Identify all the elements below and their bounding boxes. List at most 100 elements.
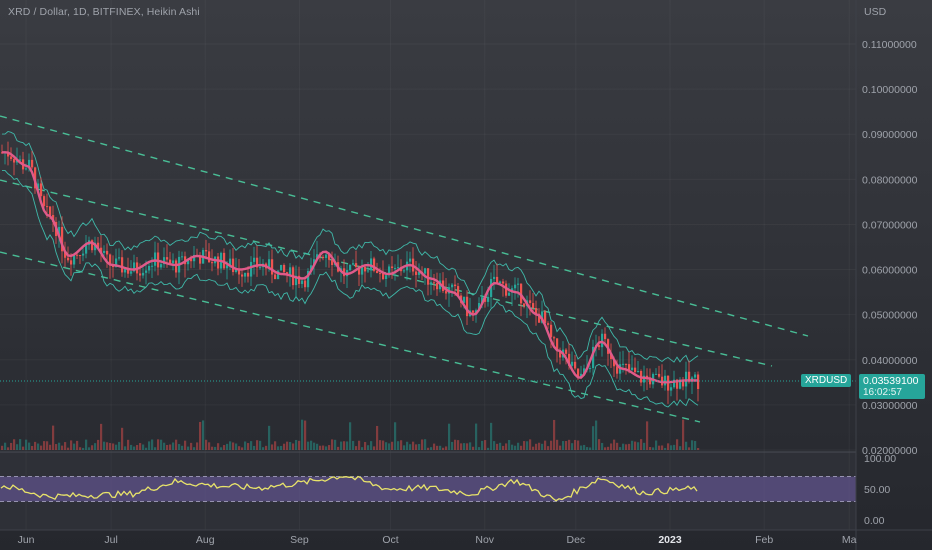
volume-bar	[103, 441, 106, 450]
oscillator-tick-label: 100.00	[864, 453, 896, 465]
symbol-title[interactable]: XRD / Dollar, 1D, BITFINEX, Heikin Ashi	[8, 6, 200, 18]
volume-bar	[139, 443, 142, 450]
candle-body	[229, 258, 232, 266]
regression-channel	[0, 115, 809, 423]
volume-bar	[238, 446, 241, 450]
volume-bar	[70, 440, 73, 450]
candle-body	[628, 364, 631, 370]
candle-body	[433, 282, 436, 284]
volume-bar	[271, 444, 274, 450]
volume-bar	[691, 440, 694, 450]
volume-bar	[172, 442, 175, 450]
volume-bar	[532, 446, 535, 450]
volume-bar	[379, 440, 382, 450]
volume-bar	[565, 441, 568, 450]
oscillator-tick-label: 50.00	[864, 484, 890, 496]
volume-bar	[382, 440, 385, 450]
time-tick-label: 2023	[658, 534, 682, 546]
candle-body	[190, 258, 193, 262]
volume-bar	[619, 447, 622, 450]
volume-bar	[280, 445, 283, 450]
volume-bar	[16, 444, 19, 450]
volume-bar	[154, 447, 157, 450]
volume-bar	[268, 425, 271, 450]
candle-body	[376, 270, 379, 274]
volume-bar	[436, 445, 439, 450]
price-tick-label: 0.11000000	[862, 39, 917, 51]
candle-body	[589, 368, 592, 370]
price-tick-label: 0.09000000	[862, 129, 918, 141]
candle-body	[478, 303, 481, 311]
candle-body	[682, 379, 685, 387]
volume-bar	[487, 447, 490, 450]
volume-bar	[130, 444, 133, 450]
candle-body	[658, 373, 661, 377]
volume-bar	[352, 440, 355, 450]
volume-bar	[289, 442, 292, 450]
volume-bar	[109, 443, 112, 450]
volume-bar	[664, 447, 667, 450]
candle-body	[199, 256, 202, 264]
candle-body	[553, 337, 556, 339]
volume-bar	[310, 440, 313, 450]
volume-bar	[394, 422, 397, 450]
volume-bar	[358, 440, 361, 450]
volume-bar	[355, 446, 358, 450]
volume-bar	[82, 447, 85, 450]
candle-body	[673, 379, 676, 388]
volume-bar	[403, 445, 406, 450]
volume-bar	[223, 445, 226, 450]
volume-bar	[190, 442, 193, 450]
candle-body	[631, 367, 634, 370]
time-tick-label: Aug	[196, 534, 215, 546]
volume-bar	[127, 439, 130, 450]
time-tick-label: Nov	[475, 534, 494, 546]
candle-body	[505, 283, 508, 296]
volume-bar	[421, 439, 424, 450]
candle-body	[10, 156, 13, 159]
candle-body	[622, 363, 625, 365]
candle-body	[106, 250, 109, 255]
volume-bar	[94, 443, 97, 450]
volume-bar	[670, 445, 673, 450]
volume-bar	[610, 443, 613, 450]
volume-bar	[676, 439, 679, 450]
candle-body	[160, 264, 163, 268]
price-tick-label: 0.07000000	[862, 219, 918, 231]
volume-bar	[199, 421, 202, 450]
volume-bar	[148, 441, 151, 450]
candle-body	[349, 264, 352, 271]
candle-body	[322, 256, 325, 258]
volume-bar	[259, 440, 262, 450]
volume-bar	[496, 443, 499, 450]
candle-body	[583, 368, 586, 374]
volume-bar	[187, 446, 190, 450]
volume-bar	[517, 442, 520, 450]
time-tick-label: Feb	[755, 534, 773, 546]
candle-body	[295, 275, 298, 286]
volume-bar	[340, 441, 343, 450]
volume-bar	[55, 444, 58, 450]
volume-bar	[46, 441, 49, 450]
volume-bar	[160, 439, 163, 450]
volume-bar	[589, 447, 592, 450]
candle-body	[211, 262, 214, 264]
volume-bar	[598, 439, 601, 450]
volume-bar	[571, 443, 574, 450]
volume-bar	[559, 445, 562, 450]
candle-body	[502, 281, 505, 284]
volume-bar	[319, 445, 322, 450]
volume-bar	[142, 444, 145, 450]
candle-body	[100, 247, 103, 253]
time-tick-label: Sep	[290, 534, 309, 546]
volume-bar	[391, 441, 394, 450]
candle-body	[208, 251, 211, 263]
candle-body	[664, 375, 667, 386]
time-tick-label: Jul	[104, 534, 117, 546]
volume-bar	[457, 440, 460, 450]
volume-bar	[79, 447, 82, 450]
volume-bar	[628, 443, 631, 450]
volume-bar	[367, 445, 370, 450]
candle-body	[118, 257, 121, 259]
